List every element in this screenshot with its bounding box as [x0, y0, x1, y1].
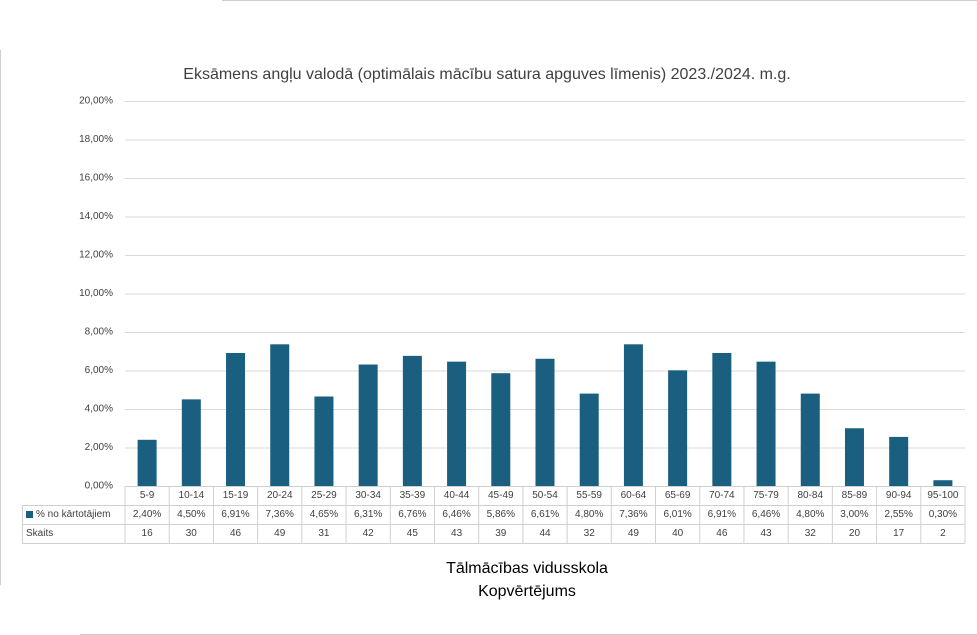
data-table-count: 46 [230, 528, 242, 539]
x-tick-label: 65-69 [665, 490, 691, 501]
bar [226, 352, 246, 486]
x-tick-label: 25-29 [311, 490, 337, 501]
bar [933, 480, 953, 486]
bar [137, 439, 157, 486]
bar [358, 364, 378, 486]
x-tick-label: 10-14 [179, 490, 205, 501]
x-tick-label: 35-39 [400, 490, 426, 501]
data-table-value: 7,36% [266, 509, 294, 520]
data-table-value: 2,40% [133, 509, 161, 520]
data-table-count: 49 [274, 528, 286, 539]
data-table-value: 4,50% [177, 509, 205, 520]
x-tick-label: 95-100 [927, 490, 959, 501]
y-tick-label: 16,00% [79, 173, 113, 184]
y-tick-label: 6,00% [85, 365, 113, 376]
bar [668, 370, 688, 486]
x-tick-label: 5-9 [140, 490, 155, 501]
bar [756, 361, 776, 486]
legend-label: % no kārtotājiem [36, 509, 110, 520]
bar [491, 373, 511, 486]
chart-title: Eksāmens angļu valodā (optimālais mācību… [183, 66, 790, 83]
bar [535, 358, 555, 486]
x-tick-label: 45-49 [488, 490, 514, 501]
data-table-value: 6,61% [531, 509, 559, 520]
bar [314, 396, 334, 486]
data-table-count: 2 [940, 528, 946, 539]
x-tick-label: 50-54 [532, 490, 558, 501]
data-table-count: 44 [539, 528, 551, 539]
data-table-count: 49 [628, 528, 640, 539]
data-table-count: 20 [849, 528, 861, 539]
y-tick-label: 20,00% [79, 96, 113, 107]
y-tick-label: 12,00% [79, 250, 113, 261]
x-tick-label: 40-44 [444, 490, 470, 501]
x-tick-label: 85-89 [842, 490, 868, 501]
x-axis-label: Tālmācības vidusskola [446, 560, 608, 577]
x-tick-label: 70-74 [709, 490, 735, 501]
data-table-value: 2,55% [885, 509, 913, 520]
bar [270, 344, 290, 486]
x-axis-label: Kopvērtējums [478, 583, 576, 600]
data-table-value: 6,91% [221, 509, 249, 520]
data-table-value: 6,46% [442, 509, 470, 520]
bar [844, 428, 864, 486]
data-table-value: 6,46% [752, 509, 780, 520]
y-tick-label: 0,00% [85, 481, 113, 492]
bar [579, 393, 599, 486]
data-table-value: 4,65% [310, 509, 338, 520]
x-tick-label: 15-19 [223, 490, 249, 501]
data-table-value: 3,00% [840, 509, 868, 520]
x-tick-label: 20-24 [267, 490, 293, 501]
data-table-value: 5,86% [487, 509, 515, 520]
y-tick-label: 18,00% [79, 134, 113, 145]
bar [181, 399, 201, 486]
bar [447, 361, 467, 486]
y-tick-label: 10,00% [79, 288, 113, 299]
data-table-value: 6,01% [663, 509, 691, 520]
data-table-count: 32 [584, 528, 596, 539]
x-tick-label: 90-94 [886, 490, 912, 501]
table-row-label: Skaits [26, 528, 53, 539]
data-table-count: 32 [805, 528, 817, 539]
y-tick-label: 14,00% [79, 211, 113, 222]
x-tick-label: 30-34 [355, 490, 381, 501]
y-tick-label: 4,00% [85, 404, 113, 415]
data-table-value: 0,30% [929, 509, 957, 520]
data-table-value: 6,76% [398, 509, 426, 520]
data-table-count: 43 [760, 528, 772, 539]
data-table-count: 43 [451, 528, 463, 539]
data-table-count: 17 [893, 528, 905, 539]
y-tick-label: 8,00% [85, 327, 113, 338]
data-table-count: 40 [672, 528, 684, 539]
data-table-count: 39 [495, 528, 507, 539]
data-table-count: 46 [716, 528, 728, 539]
bar [712, 352, 732, 486]
bar [623, 344, 643, 486]
data-table-value: 6,31% [354, 509, 382, 520]
bar [402, 355, 422, 486]
data-table-count: 42 [363, 528, 375, 539]
y-tick-label: 2,00% [85, 442, 113, 453]
x-tick-label: 75-79 [753, 490, 779, 501]
bar [889, 436, 909, 486]
data-table-value: 4,80% [575, 509, 603, 520]
x-tick-label: 55-59 [576, 490, 602, 501]
x-tick-label: 60-64 [621, 490, 647, 501]
legend-key [26, 511, 33, 518]
data-table-value: 4,80% [796, 509, 824, 520]
data-table-count: 31 [318, 528, 330, 539]
data-table-value: 6,91% [708, 509, 736, 520]
data-table-count: 30 [186, 528, 198, 539]
data-table-count: 16 [142, 528, 154, 539]
x-tick-label: 80-84 [797, 490, 823, 501]
bar [800, 393, 820, 486]
data-table-count: 45 [407, 528, 419, 539]
data-table-value: 7,36% [619, 509, 647, 520]
